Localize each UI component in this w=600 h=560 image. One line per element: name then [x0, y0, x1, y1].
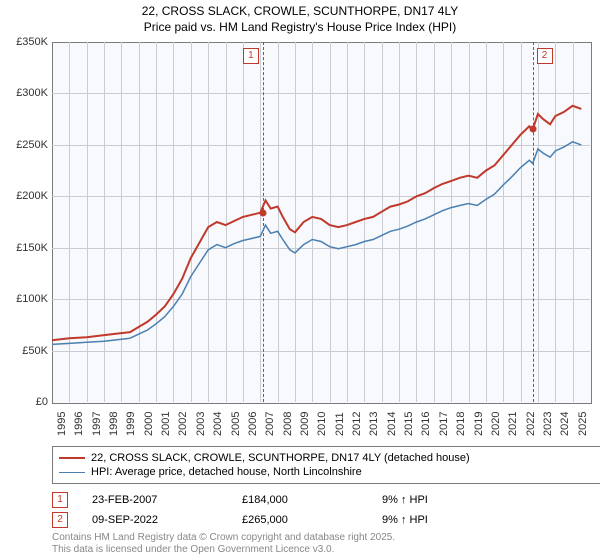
series-line	[52, 142, 581, 345]
chart-title: 22, CROSS SLACK, CROWLE, SCUNTHORPE, DN1…	[0, 0, 600, 37]
xtick-label: 1998	[108, 412, 120, 436]
xtick-label: 2011	[334, 412, 346, 436]
xtick-label: 2009	[299, 412, 311, 436]
ytick-label: £100K	[16, 293, 48, 305]
sales-row-date: 23-FEB-2007	[92, 494, 242, 506]
sales-row-hpi: 9% ↑ HPI	[382, 494, 428, 506]
title-line2: Price paid vs. HM Land Registry's House …	[0, 20, 600, 36]
legend-item: HPI: Average price, detached house, Nort…	[59, 465, 595, 479]
xtick-label: 2007	[264, 412, 276, 436]
xtick-label: 1995	[56, 412, 68, 436]
xtick-label: 2017	[438, 412, 450, 436]
xtick-label: 2020	[490, 412, 502, 436]
footer-attribution: Contains HM Land Registry data © Crown c…	[52, 532, 395, 556]
sales-row-marker: 2	[52, 512, 68, 528]
sales-row: 2 09-SEP-2022£265,0009% ↑ HPI	[52, 510, 588, 530]
xtick-label: 2018	[455, 412, 467, 436]
chart-lines	[52, 42, 590, 402]
legend-item: 22, CROSS SLACK, CROWLE, SCUNTHORPE, DN1…	[59, 451, 595, 465]
sales-row-price: £265,000	[242, 514, 382, 526]
xtick-label: 2000	[143, 412, 155, 436]
sales-row-date: 09-SEP-2022	[92, 514, 242, 526]
sales-table: 1 23-FEB-2007£184,0009% ↑ HPI 2 09-SEP-2022…	[52, 490, 588, 530]
xtick-label: 2008	[282, 412, 294, 436]
sale-marker-dot	[529, 126, 536, 133]
xtick-label: 2024	[559, 412, 571, 436]
xtick-label: 2010	[316, 412, 328, 436]
xtick-label: 2006	[247, 412, 259, 436]
xtick-label: 2023	[542, 412, 554, 436]
footer-line2: This data is licensed under the Open Gov…	[52, 544, 395, 556]
xtick-label: 2004	[212, 412, 224, 436]
ytick-label: £200K	[16, 190, 48, 202]
sales-row-hpi: 9% ↑ HPI	[382, 514, 428, 526]
legend-swatch	[59, 472, 85, 473]
xtick-label: 2025	[577, 412, 589, 436]
legend-label: 22, CROSS SLACK, CROWLE, SCUNTHORPE, DN1…	[91, 452, 470, 464]
sales-row: 1 23-FEB-2007£184,0009% ↑ HPI	[52, 490, 588, 510]
xtick-label: 1997	[91, 412, 103, 436]
xtick-label: 1999	[125, 412, 137, 436]
xtick-label: 2019	[473, 412, 485, 436]
ytick-label: £0	[36, 396, 48, 408]
xtick-label: 2022	[525, 412, 537, 436]
xtick-label: 2001	[160, 412, 172, 436]
sales-row-price: £184,000	[242, 494, 382, 506]
xtick-label: 1996	[73, 412, 85, 436]
xtick-label: 2002	[177, 412, 189, 436]
xtick-label: 2013	[368, 412, 380, 436]
ytick-label: £150K	[16, 242, 48, 254]
ytick-label: £50K	[22, 345, 48, 357]
xtick-label: 2021	[507, 412, 519, 436]
ytick-label: £300K	[16, 87, 48, 99]
legend-swatch	[59, 457, 85, 459]
xtick-label: 2012	[351, 412, 363, 436]
legend-label: HPI: Average price, detached house, Nort…	[91, 466, 362, 478]
footer-line1: Contains HM Land Registry data © Crown c…	[52, 532, 395, 544]
title-line1: 22, CROSS SLACK, CROWLE, SCUNTHORPE, DN1…	[0, 4, 600, 20]
xtick-label: 2015	[403, 412, 415, 436]
ytick-label: £350K	[16, 36, 48, 48]
xtick-label: 2003	[195, 412, 207, 436]
ytick-label: £250K	[16, 139, 48, 151]
chart-container: 22, CROSS SLACK, CROWLE, SCUNTHORPE, DN1…	[0, 0, 600, 560]
xtick-label: 2014	[386, 412, 398, 436]
legend: 22, CROSS SLACK, CROWLE, SCUNTHORPE, DN1…	[52, 446, 600, 484]
xtick-label: 2005	[230, 412, 242, 436]
sale-marker-dot	[259, 209, 266, 216]
xtick-label: 2016	[420, 412, 432, 436]
sales-row-marker: 1	[52, 492, 68, 508]
series-line	[52, 106, 581, 340]
